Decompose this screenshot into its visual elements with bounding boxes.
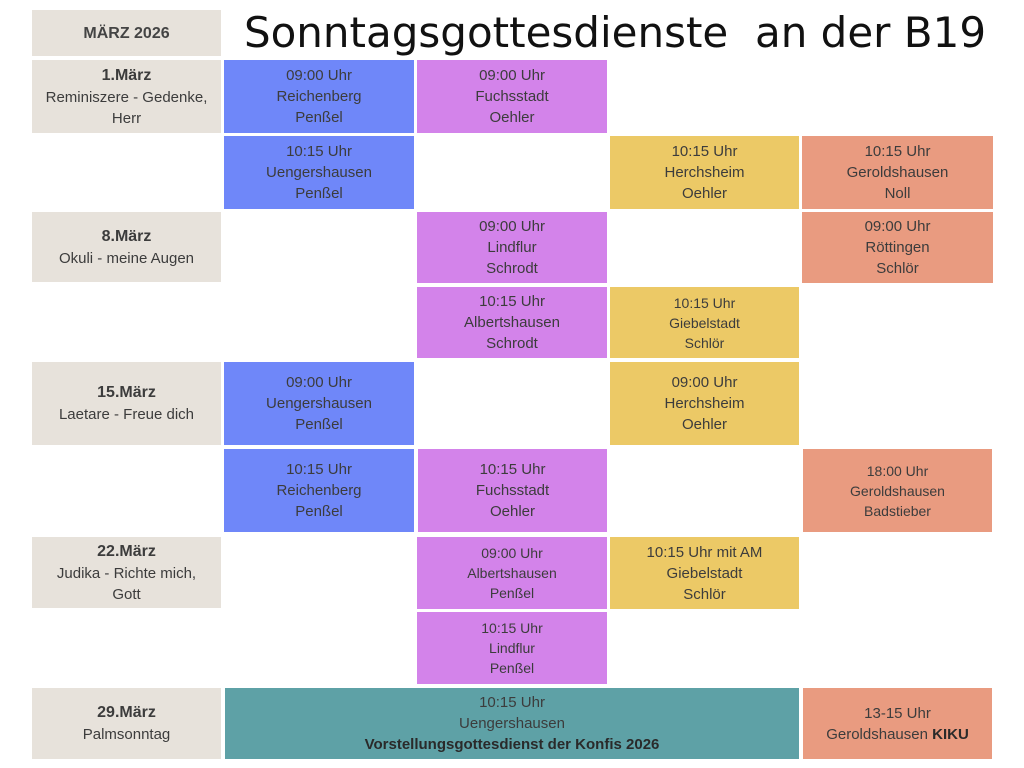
service-pastor: Schlör (876, 260, 919, 277)
service-cell: 09:00 Uhr Reichenberg Penßel (224, 60, 414, 133)
date-label: 22.März (97, 542, 156, 560)
service-pastor: Penßel (489, 660, 535, 676)
service-pastor: Schrodt (486, 260, 538, 277)
service-time: 10:15 Uhr (286, 461, 352, 478)
date-cell-1-maerz: 1.März Reminiszere - Gedenke, Herr (32, 60, 221, 133)
service-event: Vorstellungsgottesdienst der Konfis 2026 (364, 736, 660, 753)
service-cell: 09:00 Uhr Uengershausen Penßel (224, 362, 414, 445)
service-time: 10:15 Uhr (481, 620, 543, 636)
date-label: 15.März (97, 384, 156, 401)
page-title: Sonntagsgottesdienste an der B19 (243, 7, 987, 57)
date-label: 8.März (101, 227, 152, 245)
service-time: 09:00 Uhr (864, 218, 931, 235)
service-place: Lindflur (489, 640, 535, 656)
service-time: 18:00 Uhr (866, 462, 929, 479)
service-cell: 10:15 Uhr Geroldshausen Noll (802, 136, 993, 209)
service-pastor: Schlör (683, 585, 726, 603)
service-time: 09:00 Uhr (671, 374, 738, 391)
service-place: Herchsheim (664, 164, 745, 181)
service-pastor: Noll (884, 185, 911, 202)
service-place: Geroldshausen (850, 482, 945, 499)
service-time: 10:15 Uhr (479, 461, 546, 478)
service-cell: 10:15 Uhr Albertshausen Schrodt (417, 287, 607, 358)
service-time: 10:15 Uhr (479, 694, 545, 711)
service-cell: 10:15 Uhr mit AM Giebelstadt Schlör (610, 537, 799, 609)
service-time: 09:00 Uhr (286, 374, 352, 391)
service-time: 10:15 Uhr (671, 143, 738, 160)
service-pastor: Schrodt (486, 335, 538, 352)
service-place: Geroldshausen (846, 164, 949, 181)
service-time: 10:15 Uhr (673, 294, 736, 311)
service-pastor: Oehler (681, 185, 728, 202)
service-place: Fuchsstadt (475, 482, 550, 499)
service-place: Röttingen (865, 239, 930, 256)
service-place: Reichenberg (276, 88, 362, 105)
date-label: 29.März (97, 704, 156, 721)
konfis-service-cell: 10:15 Uhr Uengershausen Vorstellungsgott… (225, 688, 799, 759)
date-cell-22-maerz: 22.März Judika - Richte mich, Gott (32, 537, 221, 608)
date-description: Reminiszere - Gedenke, Herr (45, 88, 208, 127)
service-time: 10:15 Uhr (286, 143, 352, 160)
service-time: 10:15 Uhr (479, 293, 545, 310)
service-cell: 10:15 Uhr Lindflur Penßel (417, 612, 607, 684)
service-cell: 10:15 Uhr Fuchsstadt Oehler (418, 449, 607, 532)
service-place: Uengershausen (266, 164, 372, 181)
service-place: Fuchsstadt (475, 88, 549, 105)
service-cell: 18:00 Uhr Geroldshausen Badstieber (803, 449, 992, 532)
service-place: Uengershausen (266, 395, 372, 412)
service-cell: 09:00 Uhr Fuchsstadt Oehler (417, 60, 607, 133)
service-place: Uengershausen (459, 715, 565, 732)
service-cell: 10:15 Uhr Herchsheim Oehler (610, 136, 799, 209)
service-time: 13-15 Uhr (864, 704, 931, 722)
service-time: 09:00 Uhr (481, 545, 543, 561)
service-cell: 09:00 Uhr Lindflur Schrodt (417, 212, 607, 283)
service-place: Giebelstadt (669, 314, 740, 331)
service-place: Geroldshausen (826, 725, 928, 743)
service-time: 09:00 Uhr (479, 218, 545, 235)
service-time: 09:00 Uhr (479, 67, 545, 84)
kiku-place-line: Geroldshausen KIKU (826, 724, 969, 745)
service-pastor: Oehler (489, 503, 536, 520)
service-cell: 09:00 Uhr Röttingen Schlör (802, 212, 993, 283)
service-pastor: Penßel (295, 416, 343, 433)
date-cell-15-maerz: 15.März Laetare - Freue dich (32, 362, 221, 445)
date-cell-8-maerz: 8.März Okuli - meine Augen (32, 212, 221, 282)
service-event: KIKU (932, 725, 969, 743)
service-cell: 10:15 Uhr Giebelstadt Schlör (610, 287, 799, 358)
service-time: 10:15 Uhr (864, 143, 931, 160)
month-label: MÄRZ 2026 (32, 10, 221, 56)
service-place: Lindflur (487, 239, 537, 256)
service-pastor: Penßel (295, 185, 343, 202)
date-description: Judika - Richte mich, Gott (56, 564, 197, 603)
service-cell: 09:00 Uhr Albertshausen Penßel (417, 537, 607, 609)
date-cell-29-maerz: 29.März Palmsonntag (32, 688, 221, 759)
service-time: 09:00 Uhr (286, 67, 352, 84)
service-time: 10:15 Uhr mit AM (646, 543, 763, 561)
service-place: Albertshausen (464, 314, 560, 331)
service-cell: 10:15 Uhr Uengershausen Penßel (224, 136, 414, 209)
kiku-cell: 13-15 Uhr Geroldshausen KIKU (803, 688, 992, 759)
service-place: Giebelstadt (666, 564, 743, 582)
service-pastor: Schlör (684, 334, 725, 351)
service-cell: 09:00 Uhr Herchsheim Oehler (610, 362, 799, 445)
service-cell: 10:15 Uhr Reichenberg Penßel (224, 449, 414, 532)
service-pastor: Oehler (681, 416, 728, 433)
service-place: Reichenberg (276, 482, 362, 499)
service-pastor: Penßel (489, 585, 535, 601)
service-place: Herchsheim (664, 395, 745, 412)
service-pastor: Penßel (295, 109, 343, 126)
service-pastor: Oehler (489, 109, 535, 126)
service-pastor: Penßel (295, 503, 343, 520)
date-description: Laetare - Freue dich (58, 406, 195, 423)
date-description: Okuli - meine Augen (58, 249, 195, 267)
date-description: Palmsonntag (82, 726, 171, 743)
service-pastor: Badstieber (864, 502, 931, 519)
service-place: Albertshausen (467, 565, 557, 581)
date-label: 1.März (101, 66, 152, 84)
